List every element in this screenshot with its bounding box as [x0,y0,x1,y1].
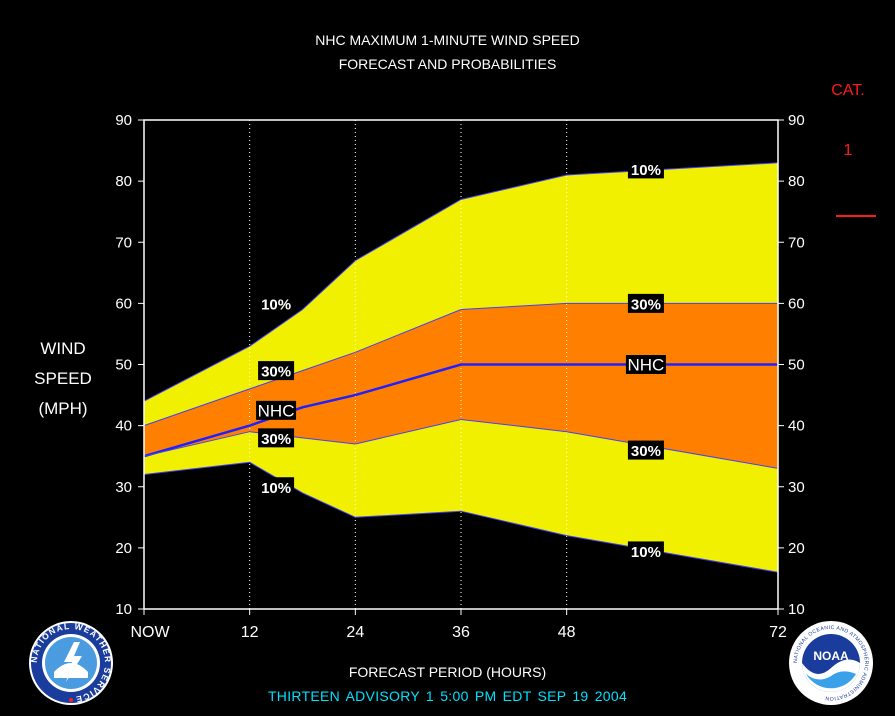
data-label-box-9 [627,541,664,561]
y-tick-label-left-70: 70 [115,234,132,251]
category-label: CAT. [831,82,865,99]
y-tick-label-right-60: 60 [788,295,805,312]
y-tick-label-left-10: 10 [115,601,132,618]
y-tick-label-right-30: 30 [788,479,805,496]
data-label-box-3 [627,293,664,313]
y-tick-label-left-60: 60 [115,295,132,312]
y-tick-label-right-70: 70 [788,234,805,251]
x-axis-label: FORECAST PERIOD (HOURS) [348,664,547,680]
y-tick-label-right-50: 50 [788,357,805,374]
y-tick-label-right-10: 10 [788,601,805,618]
series-line-lower-30 [143,418,779,469]
data-label-box-0 [258,293,295,313]
data-label-box-1 [627,159,664,179]
data-label-box-4 [256,400,297,420]
y-tick-label-right-20: 20 [788,540,805,557]
data-label-4: NHC [258,401,295,420]
data-label-1: 10% [631,162,661,179]
y-tick-label-right-40: 40 [788,418,805,435]
category-threshold-marker [836,215,876,217]
x-tick-label-0: NOW [130,624,170,641]
y-tick-label-left-90: 90 [115,112,132,129]
y-tick-label-left-20: 20 [115,540,132,557]
x-tick-label-48: 48 [558,624,576,641]
x-tick-label-12: 12 [241,624,259,641]
data-label-3: 30% [631,296,661,313]
y-axis-label-line2: SPEED [34,369,92,388]
x-tick-label-72: 72 [769,624,787,641]
series-line-upper-10 [143,162,779,402]
data-label-6: 30% [261,431,291,448]
y-tick-label-left-40: 40 [115,418,132,435]
advisory-text: THIRTEEN ADVISORY 1 5:00 PM EDT SEP 19 2… [267,688,628,704]
chart-title-line1: NHC MAXIMUM 1-MINUTE WIND SPEED [315,32,580,48]
data-label-box-7 [627,440,664,460]
series-line-lower-10 [143,461,779,573]
x-tick-label-36: 36 [452,624,470,641]
y-tick-label-right-90: 90 [788,112,805,129]
noaa-logo-icon: NOAA NATIONAL OCEANIC AND ATMOSPHERIC AD… [789,621,873,705]
y-tick-label-left-80: 80 [115,173,132,190]
data-label-box-8 [258,477,295,497]
chart-title-line2: FORECAST AND PROBABILITIES [338,56,557,72]
category-value: 1 [843,142,853,159]
band-30-percent [144,303,778,469]
y-tick-label-left-30: 30 [115,479,132,496]
series-line-upper-30 [143,302,778,427]
y-axis-label-line1: WIND [40,339,86,358]
data-label-7: 30% [631,443,661,460]
data-label-9: 10% [631,544,661,561]
y-axis-label-line3: (MPH) [38,399,88,418]
data-label-2: 30% [261,364,291,381]
data-label-box-6 [258,428,295,448]
data-label-5: NHC [627,356,664,375]
data-label-box-2 [258,361,295,381]
data-label-box-5 [625,355,666,374]
nws-logo-icon: NATIONAL WEATHER SERVICE [29,621,113,705]
y-tick-label-right-80: 80 [788,173,805,190]
data-label-8: 10% [261,480,291,497]
noaa-logo-text: NOAA [813,649,849,663]
series-line-nhc [143,363,778,458]
x-tick-label-24: 24 [346,624,364,641]
data-label-0: 10% [261,296,291,313]
y-tick-label-left-50: 50 [115,357,132,374]
